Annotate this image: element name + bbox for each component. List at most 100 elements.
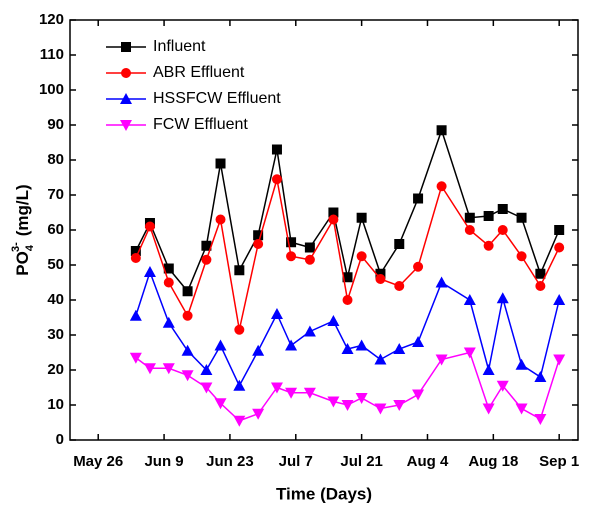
data-point: [286, 251, 297, 262]
data-point: [303, 387, 316, 399]
data-point: [271, 174, 282, 185]
data-point: [303, 325, 316, 337]
x-tick-label: Jul 21: [340, 453, 383, 470]
x-tick-label: Jul 7: [279, 453, 313, 470]
legend-label: HSSFCW Effluent: [153, 90, 281, 107]
data-point: [412, 389, 425, 401]
data-point: [234, 324, 245, 335]
data-point: [355, 393, 368, 404]
data-point: [130, 246, 141, 256]
y-tick-label: 110: [40, 46, 64, 63]
y-tick-label: 50: [47, 256, 64, 273]
data-point: [342, 272, 353, 283]
legend-label: Influent: [153, 38, 206, 55]
data-point: [497, 204, 508, 214]
data-point: [496, 292, 509, 304]
data-point: [356, 212, 367, 223]
data-point: [412, 336, 425, 347]
data-point: [342, 295, 353, 305]
data-point: [375, 268, 386, 279]
series-line: [135, 269, 560, 388]
data-point: [200, 382, 213, 394]
data-point: [234, 265, 245, 276]
data-point: [436, 181, 447, 192]
data-point: [201, 254, 212, 265]
data-point: [515, 403, 528, 415]
data-point: [553, 354, 566, 366]
data-point: [393, 343, 406, 354]
data-point: [129, 309, 142, 321]
y-tick-label: 120: [39, 11, 64, 28]
data-point: [463, 294, 476, 305]
data-point: [328, 214, 339, 225]
data-point: [285, 339, 298, 351]
data-point: [181, 344, 194, 356]
data-point: [483, 240, 494, 251]
legend-label: FCW Effluent: [153, 116, 248, 133]
data-point: [327, 396, 340, 408]
data-point: [214, 339, 227, 351]
y-tick-label: 10: [47, 396, 64, 413]
series-line: [135, 127, 560, 293]
legend-marker: [121, 42, 131, 52]
data-point: [516, 251, 527, 262]
data-point: [375, 274, 386, 284]
y-tick-label: 70: [47, 186, 64, 203]
data-point: [143, 363, 156, 375]
data-point: [483, 211, 494, 221]
data-point: [201, 240, 212, 251]
data-point: [130, 253, 141, 263]
data-point: [413, 261, 424, 272]
data-point: [304, 242, 315, 253]
data-point: [553, 294, 566, 305]
x-tick-label: Sep 1: [539, 453, 579, 470]
data-point: [182, 310, 193, 321]
x-tick-label: Jun 23: [206, 453, 254, 470]
x-tick-label: Aug 4: [407, 453, 449, 470]
data-point: [163, 277, 174, 288]
data-point: [394, 281, 405, 291]
legend-marker: [120, 93, 132, 104]
data-point: [270, 382, 283, 394]
y-tick-label: 40: [47, 291, 64, 308]
data-point: [496, 380, 509, 392]
data-point: [554, 225, 565, 235]
data-point: [162, 316, 175, 328]
y-title-sub: 4: [24, 244, 36, 251]
data-point: [253, 239, 264, 249]
data-point: [270, 308, 283, 319]
data-point: [341, 400, 354, 411]
data-point: [435, 354, 448, 366]
y-tick-label: 20: [47, 361, 64, 378]
data-point: [464, 212, 475, 223]
data-point: [200, 364, 213, 375]
data-point: [341, 343, 354, 354]
data-point: [182, 286, 193, 297]
y-tick-label: 0: [56, 431, 64, 448]
legend-marker: [120, 120, 132, 131]
data-point: [356, 251, 367, 262]
data-point: [535, 281, 546, 291]
y-tick-label: 90: [47, 116, 64, 133]
data-point: [516, 212, 527, 223]
data-point: [374, 353, 387, 365]
y-axis-title: PO43- (mg/L): [10, 184, 36, 275]
data-point: [463, 347, 476, 359]
data-point: [286, 237, 297, 248]
data-point: [304, 254, 315, 265]
data-point: [436, 125, 447, 136]
data-point: [163, 263, 174, 274]
data-point: [328, 207, 339, 218]
data-point: [233, 415, 246, 427]
data-point: [233, 379, 246, 391]
data-point: [535, 268, 546, 279]
data-point: [497, 225, 508, 235]
y-title-unit: (mg/L): [13, 184, 32, 236]
data-point: [355, 339, 368, 351]
data-point: [215, 158, 226, 169]
data-point: [144, 221, 155, 232]
y-title-main: PO: [13, 251, 32, 276]
x-tick-label: Jun 9: [144, 453, 183, 470]
data-point: [435, 276, 448, 288]
